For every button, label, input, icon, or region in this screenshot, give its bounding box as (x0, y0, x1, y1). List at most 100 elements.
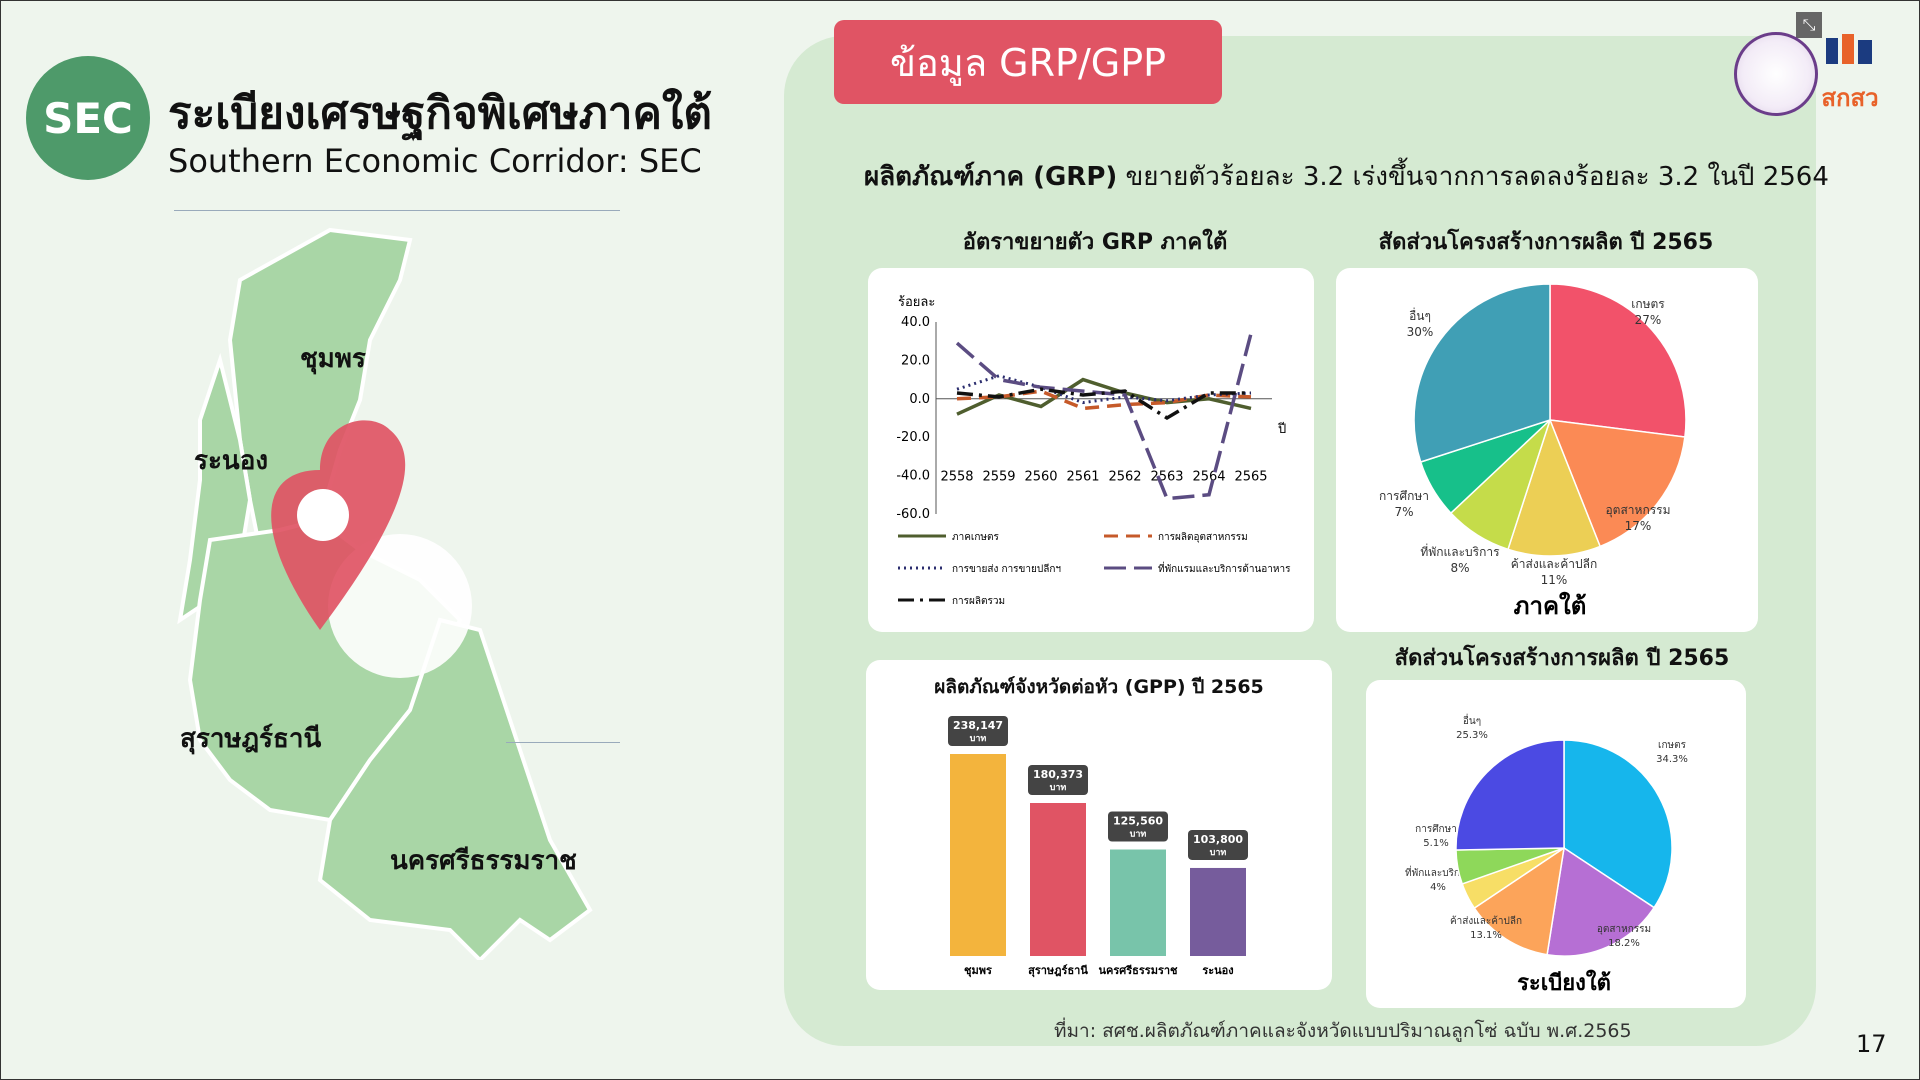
map-pin-shadow (328, 534, 472, 678)
pie1-slice-pct: 7% (1394, 505, 1413, 519)
line-series (956, 387, 1251, 421)
line-x-tick: 2561 (1066, 470, 1099, 485)
pie2-card: เกษตร 34.3% อุตสาหกรรม 18.2% ค้าส่งและค้าปลี… (1366, 680, 1746, 1008)
bar-category-label: ชุมพร (964, 964, 992, 978)
pie1-slice-label: เกษตร (1631, 297, 1665, 311)
line-x-label: ปี (1277, 421, 1286, 437)
bar (1190, 867, 1246, 956)
pie2-slice (1473, 846, 1566, 956)
pie2-slice-pct: 13.1% (1470, 930, 1502, 941)
pie2-subtitle: ระเบียงใต้ (1517, 969, 1611, 996)
headline-rest: ขยายตัวร้อยละ 3.2 เร่งขึ้นจากการลดลงร้อย… (1117, 162, 1829, 192)
pie1-slice-label: อื่นๆ (1409, 307, 1431, 323)
pie1-slice-label: การศึกษา (1379, 489, 1429, 503)
map-label-suratthani: สุราษฎร์ธานี (180, 724, 322, 754)
bar-value-tag (948, 716, 1008, 746)
line-x-tick: 2560 (1024, 470, 1057, 485)
pie1-slice-label: ที่พักและบริการ (1420, 543, 1500, 559)
agency-logo: สกสว (1821, 34, 1879, 112)
sec-map (177, 227, 593, 960)
bar-value-label: 103,800 (1193, 833, 1243, 846)
map-nakhonsi (317, 617, 593, 960)
grp-headline: ผลิตภัณฑ์ภาค (GRP) ขยายตัวร้อยละ 3.2 เร่… (864, 156, 1829, 197)
line-y-tick: -40.0 (896, 469, 930, 484)
pie1-slice-pct: 11% (1541, 573, 1568, 587)
page-title: ระเบียงเศรษฐกิจพิเศษภาคใต้ (168, 88, 712, 139)
pie1-slice-label: ค้าส่งและค้าปลีก (1511, 557, 1597, 571)
line-x-tick: 2564 (1192, 470, 1225, 485)
pie2-chart: เกษตร 34.3% อุตสาหกรรม 18.2% ค้าส่งและค้าปลี… (1405, 713, 1688, 996)
map-label-ranong: ระนอง (194, 446, 269, 476)
pie2-slice-pct: 5.1% (1423, 838, 1448, 849)
bar-value-unit: บาท (1210, 848, 1227, 858)
pie1-slice-pct: 17% (1625, 519, 1652, 533)
pie2-slice-label: ค้าส่งและค้าปลีก (1450, 915, 1522, 927)
line-x-tick: 2562 (1108, 470, 1141, 485)
nesdc-logo (1734, 32, 1818, 116)
line-x-tick: 2559 (982, 470, 1015, 485)
line-y-tick: 40.0 (901, 315, 930, 330)
pie1-slice (1549, 283, 1687, 438)
bar-value-tag (1188, 829, 1248, 860)
pie1-slice (1507, 417, 1602, 557)
bar-value-label: 125,560 (1113, 814, 1163, 827)
map-label-chumphon: ชุมพร (300, 344, 366, 374)
pie2-slice-label: อุตสาหกรรม (1597, 924, 1651, 935)
bar-chart-title: ผลิตภัณฑ์จังหวัดต่อหัว (GPP) ปี 2565 (934, 676, 1264, 698)
pie2-slice-pct: 34.3% (1656, 754, 1688, 765)
page-number: 17 (1856, 1030, 1887, 1058)
title-divider (174, 210, 620, 211)
bar-category-label: ระนอง (1202, 964, 1233, 977)
sec-badge-text: SEC (43, 93, 133, 143)
collapse-icon[interactable]: ⤡ (1796, 12, 1822, 38)
line-y-label: ร้อยละ (898, 295, 935, 310)
pie1-slice-pct: 27% (1635, 313, 1662, 327)
line-y-tick: 0.0 (909, 392, 930, 407)
pie1-slice-pct: 8% (1450, 561, 1469, 575)
map-label-nakhonsi: นครศรีธรรมราช (390, 846, 577, 876)
bar-value-unit: บาท (1050, 783, 1067, 793)
pie2-slice-label: การศึกษา (1415, 823, 1457, 835)
line-legend-label: การขายส่ง การขายปลีกฯ (952, 563, 1061, 575)
line-x-tick: 2563 (1150, 470, 1183, 485)
line-x-tick: 2558 (940, 470, 973, 485)
pie1-slice (1413, 283, 1551, 463)
bar-value-unit: บาท (1130, 829, 1147, 839)
line-chart-card: ร้อยละ 40.0 20.0 0.0 -20.0 -40.0 -60.0 2558 2559… (868, 268, 1314, 632)
bar-category-label: สุราษฎร์ธานี (1028, 964, 1088, 978)
pie2-slice-pct: 4% (1430, 882, 1446, 893)
pie1-subtitle: ภาคใต้ (1514, 591, 1587, 620)
pie1-slice-pct: 30% (1407, 325, 1434, 339)
bar (950, 754, 1006, 956)
bar-value-tag (1108, 811, 1168, 842)
source-note: ที่มา: สศช.ผลิตภัณฑ์ภาคและจังหวัดแบบปริม… (1054, 1020, 1632, 1042)
line-chart-title: อัตราขยายตัว GRP ภาคใต้ (962, 230, 1228, 255)
line-legend-label: การผลิตอุตสาหกรรม (1158, 532, 1248, 543)
pie2-slice (1455, 739, 1565, 851)
pie1-card: เกษตร 27% อุตสาหกรรม 17% ค้าส่งและค้าปลีก 11%… (1336, 268, 1758, 632)
line-legend-label: ภาคเกษตร (952, 532, 999, 543)
bar (1110, 849, 1166, 956)
line-y-tick: -20.0 (896, 430, 930, 445)
bar-chart-card: ผลิตภัณฑ์จังหวัดต่อหัว (GPP) ปี 2565 238… (866, 660, 1332, 990)
bar-value-unit: บาท (970, 734, 987, 744)
pie1-slice-label: อุตสาหกรรม (1605, 503, 1670, 518)
pie2-slice-pct: 18.2% (1608, 938, 1640, 949)
pie2-slice-pct: 25.3% (1456, 730, 1488, 741)
bar-value-tag (1028, 765, 1088, 796)
line-legend-label: การผลิตรวม (952, 596, 1005, 607)
bar-category-label: นครศรีธรรมราช (1098, 964, 1178, 977)
line-chart: ร้อยละ 40.0 20.0 0.0 -20.0 -40.0 -60.0 2558 2559… (896, 295, 1291, 607)
line-y-tick: 20.0 (901, 353, 930, 368)
bar-value-label: 180,373 (1033, 768, 1083, 781)
pie2-slice-label: ที่พักและบริการ (1405, 865, 1472, 879)
headline-bold: ผลิตภัณฑ์ภาค (GRP) (864, 162, 1118, 192)
line-y-tick: -60.0 (896, 507, 930, 522)
map-divider (506, 742, 620, 743)
pie1-slice (1548, 419, 1686, 548)
line-legend-label: ที่พักแรมและบริการด้านอาหาร (1158, 561, 1291, 575)
bar-value-label: 238,147 (953, 719, 1003, 732)
pie1-title: สัดส่วนโครงสร้างการผลิต ปี 2565 (1378, 230, 1714, 255)
